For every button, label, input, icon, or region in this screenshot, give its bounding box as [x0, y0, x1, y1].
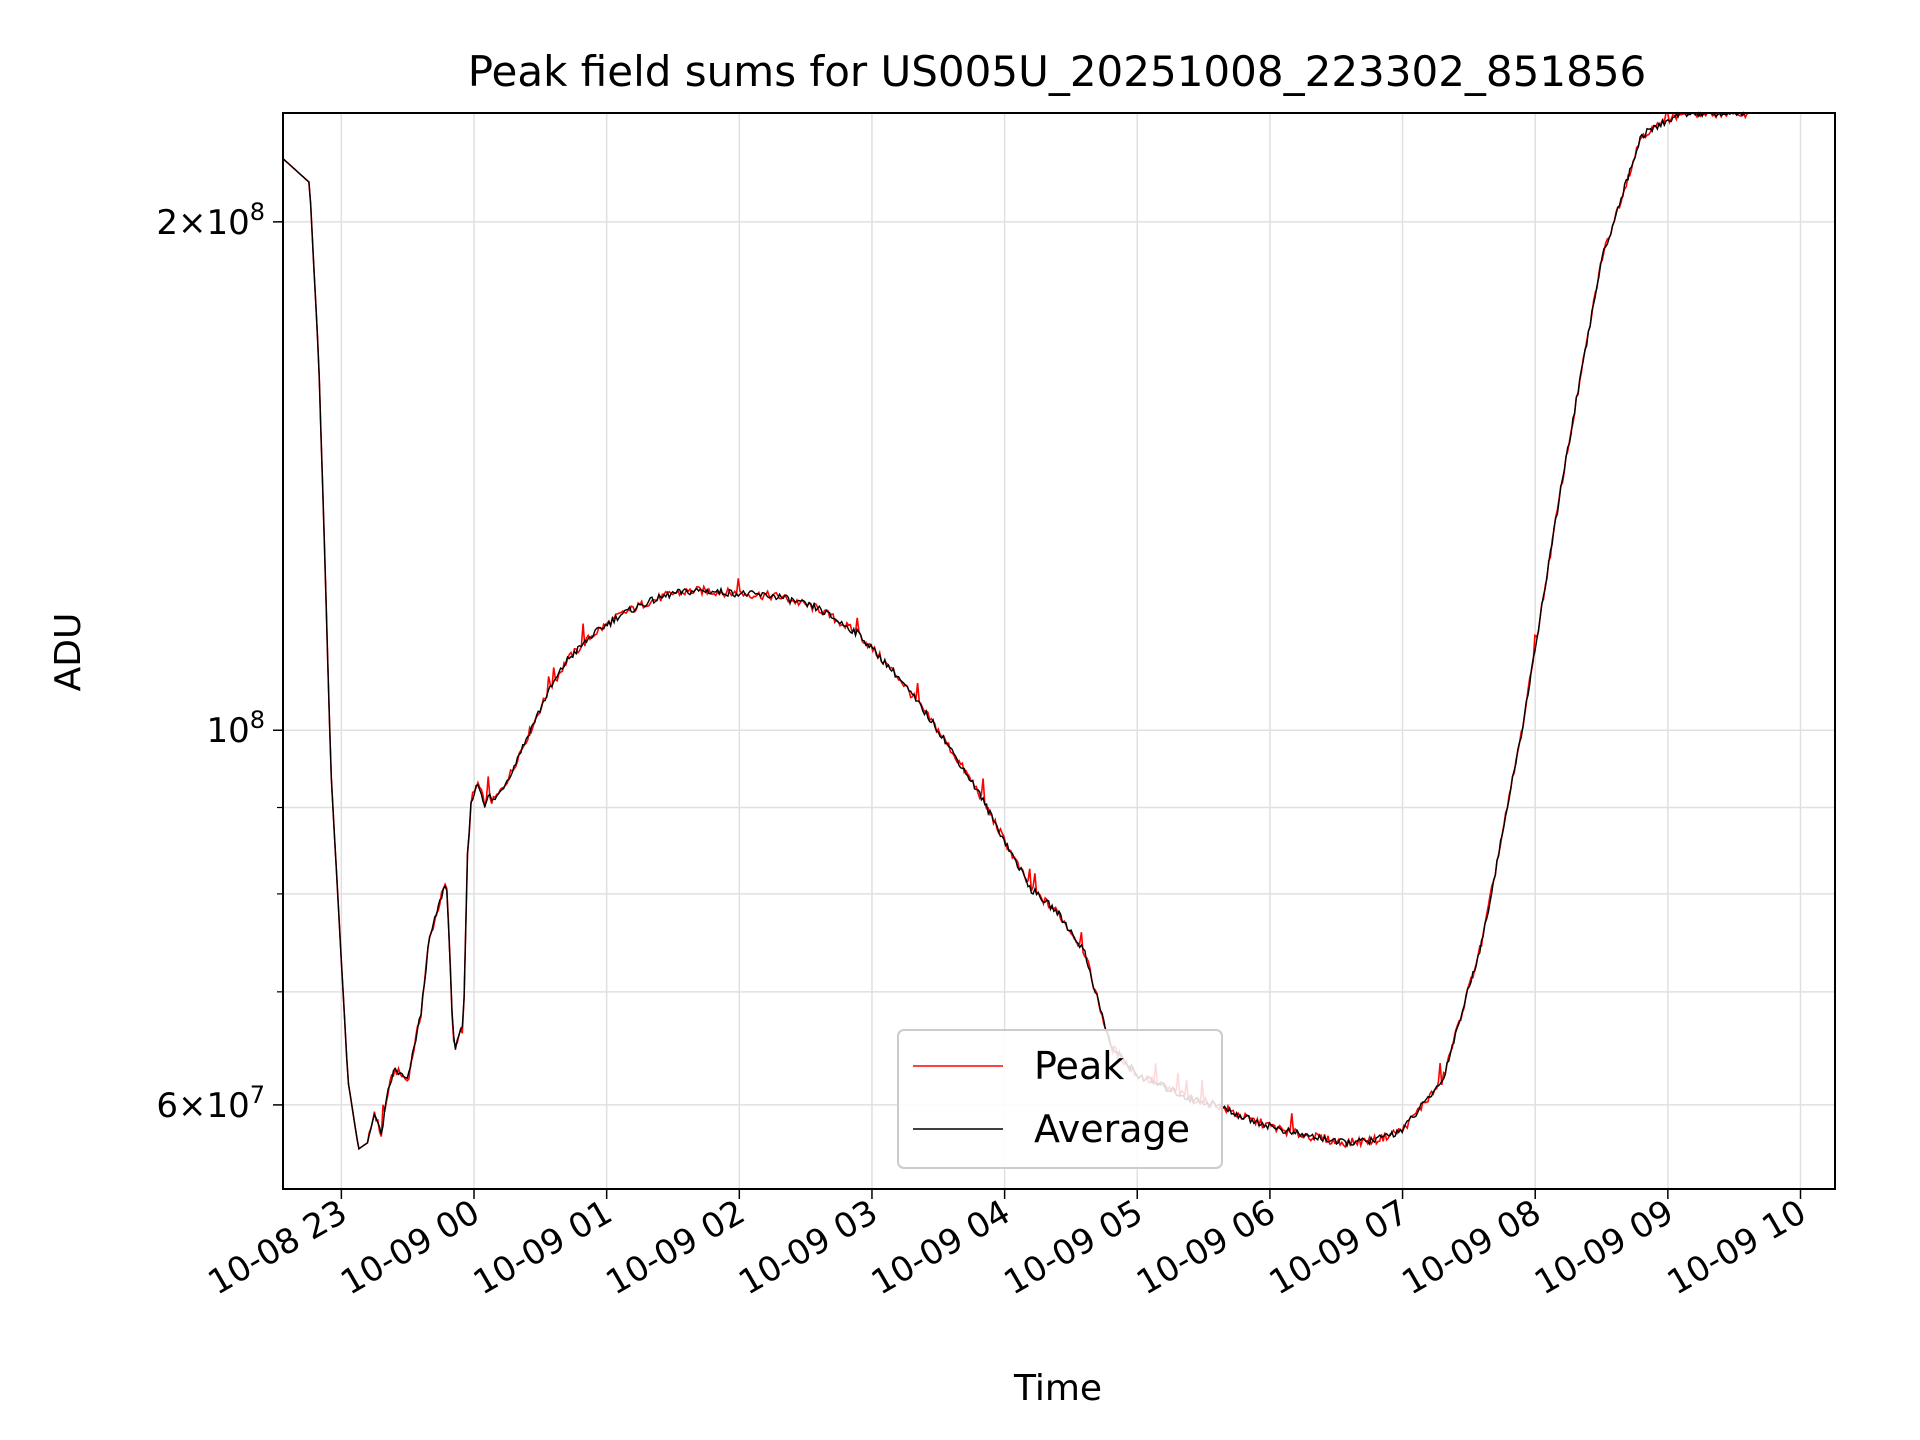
legend-box — [897, 1029, 1223, 1169]
y-axis: 2×108 108 6×107 — [156, 198, 283, 1126]
series-peak-line — [282, 111, 1835, 1151]
y-tick-label: 108 — [206, 706, 265, 751]
x-tick-label: 10-09 10 — [1661, 1192, 1813, 1303]
x-tick-label: 10-09 04 — [865, 1192, 1017, 1303]
x-axis-label: Time — [1013, 1368, 1102, 1409]
legend: Peak Average — [897, 1029, 1223, 1169]
x-tick-label: 10-09 05 — [997, 1192, 1149, 1303]
x-tick-label: 10-09 09 — [1528, 1192, 1680, 1303]
series-layer — [282, 111, 1835, 1151]
y-tick-label: 6×107 — [156, 1081, 265, 1126]
x-tick-label: 10-09 08 — [1395, 1192, 1547, 1303]
chart-title: Peak field sums for US005U_20251008_2233… — [468, 47, 1647, 96]
plot-frame — [282, 112, 1836, 1190]
legend-average-label: Average — [1034, 1107, 1190, 1151]
x-tick-label: 10-09 00 — [334, 1192, 486, 1303]
y-axis-label: ADU — [48, 613, 89, 692]
series-average-line — [282, 111, 1835, 1151]
x-tick-label: 10-09 02 — [599, 1192, 751, 1303]
x-tick-label: 10-09 07 — [1263, 1192, 1415, 1303]
x-tick-label: 10-09 03 — [732, 1192, 884, 1303]
y-tick-label: 2×108 — [156, 198, 265, 243]
x-tick-label: 10-09 01 — [467, 1192, 619, 1303]
x-tick-label: 10-08 23 — [201, 1192, 353, 1303]
legend-peak-label: Peak — [1034, 1044, 1124, 1088]
grid — [283, 113, 1835, 1189]
x-tick-label: 10-09 06 — [1130, 1192, 1282, 1303]
